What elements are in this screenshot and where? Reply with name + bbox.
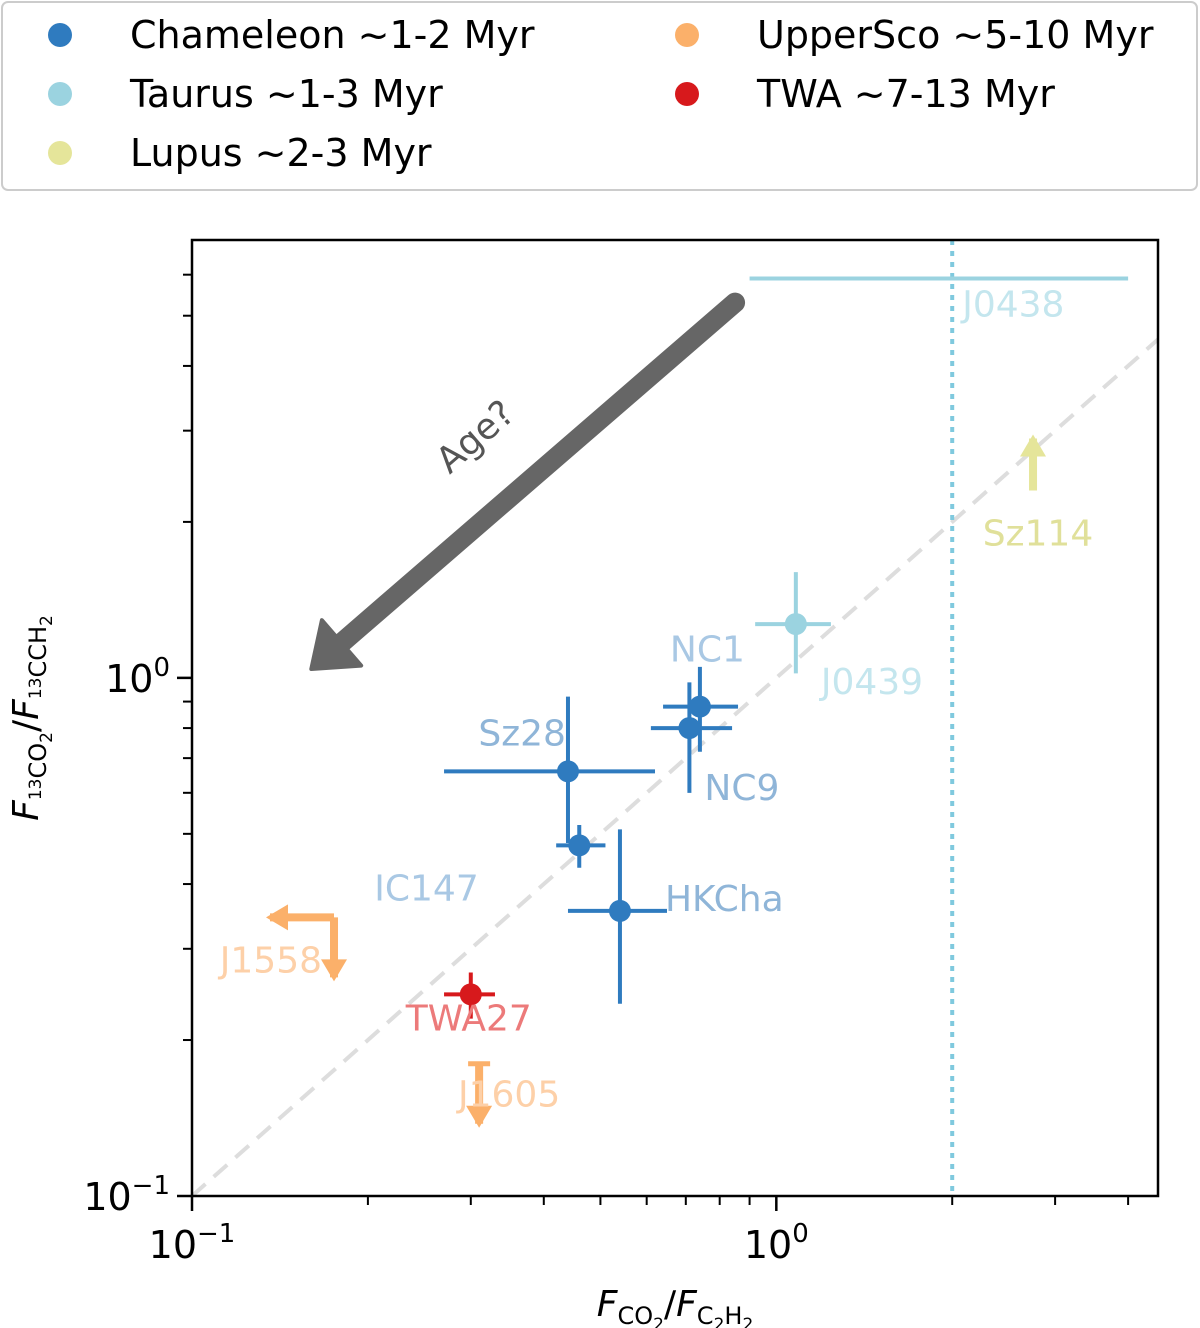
point-label-sz28: Sz28	[478, 713, 566, 754]
point-label-j1605: J1605	[456, 1075, 560, 1116]
legend-label-taurus: Taurus ~1-3 Myr	[129, 72, 443, 116]
point-nc1-marker	[688, 695, 711, 718]
point-label-nc1: NC1	[670, 630, 745, 671]
point-label-ic147: IC147	[374, 868, 478, 909]
legend-label-twa: TWA ~7-13 Myr	[756, 72, 1055, 116]
legend-label-uppersco: UpperSco ~5-10 Myr	[757, 13, 1154, 57]
legend-marker-uppersco	[675, 23, 699, 47]
point-hkcha-marker	[608, 899, 631, 922]
legend-marker-lupus	[48, 141, 72, 165]
point-sz114-limit-arrow-head	[1020, 434, 1047, 457]
point-label-twa27: TWA27	[405, 998, 532, 1039]
one-to-one-line	[190, 337, 1160, 1198]
y-tick-label: 10−1	[83, 1171, 170, 1219]
point-ic147-marker	[568, 834, 591, 857]
legend-marker-chameleon	[48, 23, 72, 47]
point-j0439-marker	[784, 613, 807, 636]
legend-label-chameleon: Chameleon ~1-2 Myr	[130, 13, 535, 57]
point-j1605-limit-arrow-head	[466, 1105, 493, 1128]
point-label-j0438: J0438	[960, 284, 1064, 325]
point-twa27-marker	[459, 983, 482, 1006]
plot-frame	[190, 238, 1160, 1198]
point-label-sz114: Sz114	[983, 513, 1093, 554]
point-sz28-marker	[556, 760, 579, 783]
legend-frame	[1, 1, 1198, 191]
point-nc9-marker	[678, 717, 701, 740]
x-tick-label: 10−1	[149, 1219, 236, 1267]
x-axis-label: FCO2/FC2H2	[597, 1284, 754, 1328]
tick-labels: 10−1 100 10−1 100	[83, 653, 808, 1267]
age-arrow-shaft	[331, 292, 746, 653]
point-label-nc9: NC9	[704, 768, 779, 809]
legend-marker-twa	[675, 82, 699, 106]
legend-marker-taurus	[48, 82, 72, 106]
point-label-hkcha: HKCha	[665, 879, 784, 920]
y-tick-label: 100	[105, 653, 170, 701]
legend: Chameleon ~1-2 Myr Taurus ~1-3 Myr Lupus…	[1, 1, 1198, 191]
plot-background	[192, 240, 1158, 1196]
x-tick-label: 100	[744, 1219, 809, 1267]
point-label-j0439: J0439	[819, 662, 923, 703]
age-arrow-head	[309, 618, 364, 672]
point-j1558-xlimit-arrow-head	[266, 904, 289, 931]
y-axis-label: F13CO2/F13CCH2	[6, 615, 57, 821]
point-j1558-ylimit-arrow-head	[321, 959, 348, 982]
legend-label-lupus: Lupus ~2-3 Myr	[130, 131, 432, 175]
point-label-j1558: J1558	[218, 940, 322, 981]
